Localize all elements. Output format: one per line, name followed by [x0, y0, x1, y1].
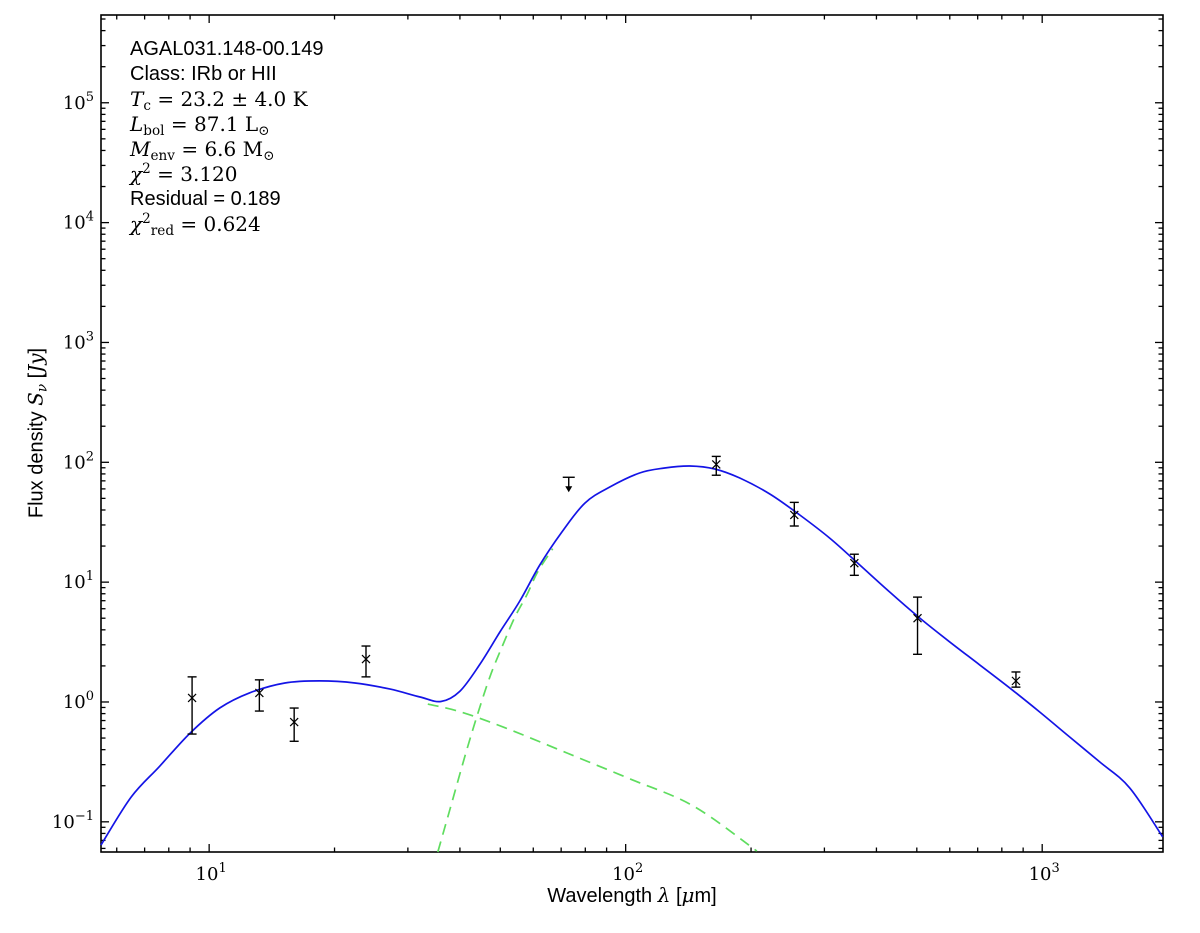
data-point: [361, 645, 371, 678]
annotation-line: Lbol = 87.1 L⊙: [130, 112, 270, 139]
data-points: [187, 455, 1021, 742]
annotation-line: AGAL031.148-00.149: [130, 38, 324, 60]
annotation-line: Residual = 0.189: [130, 188, 281, 210]
tick-label: 100: [63, 689, 94, 713]
data-point: [1011, 671, 1021, 688]
tick-label: 105: [63, 90, 94, 114]
tick-label: 10−1: [52, 809, 94, 833]
tick-label: 102: [63, 449, 94, 473]
warm-component-model-curve: [427, 703, 758, 852]
y-axis-label: Flux density Sν [Jy]: [23, 347, 51, 519]
tick-label: 101: [196, 861, 227, 885]
annotation-block: AGAL031.148-00.149 Class: IRb or HII Tc = …: [130, 37, 324, 239]
tick-label: 102: [612, 861, 643, 885]
data-point: [849, 553, 859, 577]
annotation-line: χ2red = 0.624: [130, 211, 261, 239]
tick-label: 101: [63, 569, 94, 593]
tick-label: 103: [63, 329, 94, 353]
upper-limit-marker: [562, 476, 575, 493]
data-point: [254, 679, 264, 712]
x-axis-label: Wavelength λ [μm]: [547, 883, 717, 907]
annotation-line: Menv = 6.6 M⊙: [130, 137, 275, 164]
tick-label: 104: [63, 210, 94, 234]
total-model-curve: [100, 465, 1164, 846]
data-point: [789, 501, 799, 527]
axes-frame: [100, 14, 1164, 853]
tick-labels: 101 102 103 10−1 100 101 102 103 104 105: [52, 90, 1060, 885]
annotation-line: Class: IRb or HII: [130, 63, 277, 85]
annotation-line: χ2 = 3.120: [130, 161, 238, 186]
annotation-line: Tc = 23.2 ± 4.0 K: [130, 87, 308, 114]
data-point: [913, 596, 923, 655]
data-point: [289, 707, 299, 742]
data-point: [711, 455, 721, 476]
cold-component-model-curve: [436, 548, 554, 853]
tick-label: 103: [1029, 861, 1060, 885]
data-point: [187, 676, 197, 735]
